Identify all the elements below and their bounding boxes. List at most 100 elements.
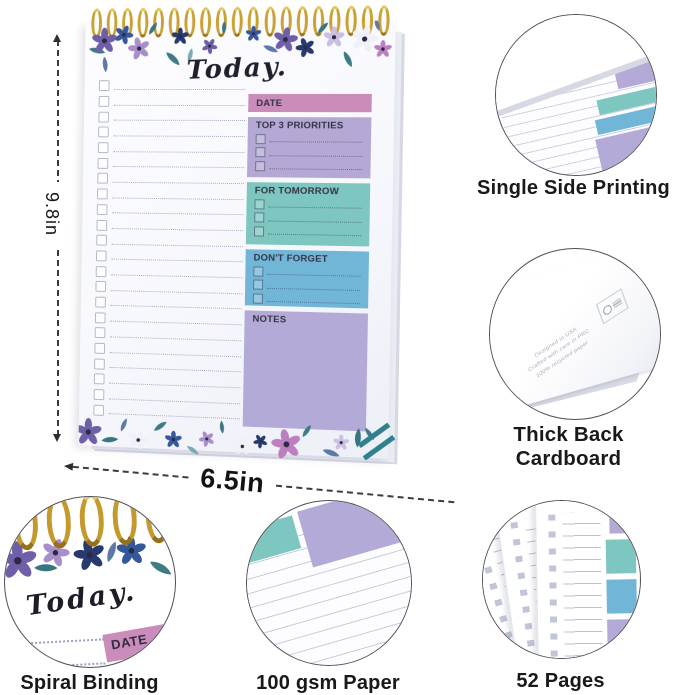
dotted-line (111, 236, 243, 247)
checkbox-icon (97, 157, 109, 169)
notes-block (297, 501, 411, 568)
checklist-row (97, 140, 245, 157)
checkbox-icon (253, 226, 265, 237)
checkbox-icon (96, 204, 108, 216)
dotted-line (266, 295, 361, 305)
cardboard-back: Designed in USA Crafted with care in PRC… (490, 249, 660, 416)
spiral-loop-icon (78, 497, 106, 548)
arrow-left-icon (63, 461, 74, 471)
dotted-line (17, 662, 106, 667)
dotted-line (113, 143, 245, 153)
tomorrow-block (605, 539, 637, 574)
section-date: DATE (248, 93, 372, 113)
section-priorities-rows (247, 131, 371, 174)
feature-caption-thick-back-cardboard: Thick Back Cardboard (513, 423, 624, 470)
checkbox-icon (98, 96, 110, 107)
checklist-row (98, 94, 246, 110)
checkbox-icon (252, 293, 263, 304)
checklist-row (97, 171, 245, 188)
section-for-tomorrow: FOR TOMORROW (245, 182, 371, 247)
dotted-line (109, 375, 241, 389)
spiral-loop-icon (111, 497, 139, 546)
checkbox-icon (95, 296, 106, 308)
checklist (93, 78, 246, 424)
dotted-line (110, 282, 243, 295)
checkbox-icon (95, 265, 107, 277)
dotted-line (269, 148, 363, 157)
checkbox-icon (254, 212, 265, 223)
spiral-loop-icon (12, 497, 40, 551)
feature-caption-spiral-binding: Spiral Binding (20, 672, 159, 694)
notepad-scene: Today. (58, 4, 406, 476)
checkbox-icon (94, 342, 106, 354)
spiral-binding-closeup (12, 497, 172, 551)
section-forget-label: DON'T FORGET (253, 252, 328, 265)
section-forget-rows (245, 263, 369, 308)
checkbox-icon (95, 250, 107, 262)
checkbox-icon (253, 266, 264, 277)
dotted-line (110, 313, 242, 326)
feature-caption-52-pages: 52 Pages (516, 670, 605, 692)
checkbox-icon (255, 160, 266, 172)
checkbox-icon (253, 279, 264, 290)
spiral-loop-icon (45, 497, 73, 550)
checklist-row (98, 125, 245, 141)
spiral-loop-icon (144, 497, 172, 544)
dotted-line (112, 159, 245, 169)
dotted-line (113, 97, 246, 106)
checklist-row (98, 78, 246, 94)
checkbox-icon (254, 199, 265, 210)
checkbox-icon (94, 327, 106, 339)
dashed-line (276, 484, 455, 503)
feature-circle-52-pages (482, 500, 641, 659)
checkbox-icon (93, 389, 105, 401)
checkbox-icon (98, 111, 110, 123)
dotted-line (111, 221, 244, 232)
dotted-line (112, 190, 244, 200)
dotted-line (113, 112, 246, 122)
dotted-line (110, 329, 242, 342)
section-priorities-label: TOP 3 PRIORITIES (255, 120, 344, 132)
checkbox-icon (98, 126, 109, 138)
arrow-down-icon (53, 434, 61, 442)
feature-caption-single-side-printing: Single Side Printing (477, 177, 670, 199)
checkbox-icon (97, 188, 108, 200)
dotted-line (111, 252, 243, 263)
priorities-block (609, 503, 636, 534)
dotted-line (267, 281, 361, 291)
dotted-line (267, 227, 362, 237)
date-chip: DATE (102, 622, 175, 663)
tomorrow-block (247, 515, 302, 581)
checkbox-icon (255, 147, 266, 158)
feature-caption-100gsm-paper: 100 gsm Paper (256, 672, 400, 694)
checkbox-icon (93, 373, 105, 385)
checkbox-icon (94, 358, 105, 370)
checkbox-icon (98, 80, 110, 92)
section-date-label: DATE (256, 97, 283, 110)
feature-circle-100gsm-paper (246, 500, 412, 666)
daily-planner-notepad: Today. (78, 5, 396, 462)
dotted-line (269, 135, 363, 143)
section-tomorrow-label: FOR TOMORROW (254, 185, 340, 198)
checkbox-icon (255, 133, 266, 144)
planner-title-closeup: Today. (24, 575, 139, 623)
paper-sheet-closeup (247, 501, 411, 665)
section-tomorrow-rows (246, 196, 370, 240)
arrow-up-icon (53, 34, 61, 42)
checkbox-icon (97, 173, 109, 185)
section-top-3-priorities: TOP 3 PRIORITIES (247, 117, 372, 179)
dotted-line (114, 81, 246, 90)
fanned-page-front (534, 501, 640, 658)
dashed-line (72, 465, 189, 479)
dotted-line (268, 200, 362, 210)
dont-forget-block (606, 579, 637, 614)
dotted-line (111, 267, 243, 279)
dotted-line (110, 298, 242, 310)
dotted-line (268, 214, 362, 223)
recycle-stamp-icon (596, 288, 629, 325)
dotted-line (109, 344, 242, 357)
section-notes-label: NOTES (252, 313, 287, 326)
checkbox-icon (96, 234, 107, 246)
checklist-row (97, 155, 245, 172)
